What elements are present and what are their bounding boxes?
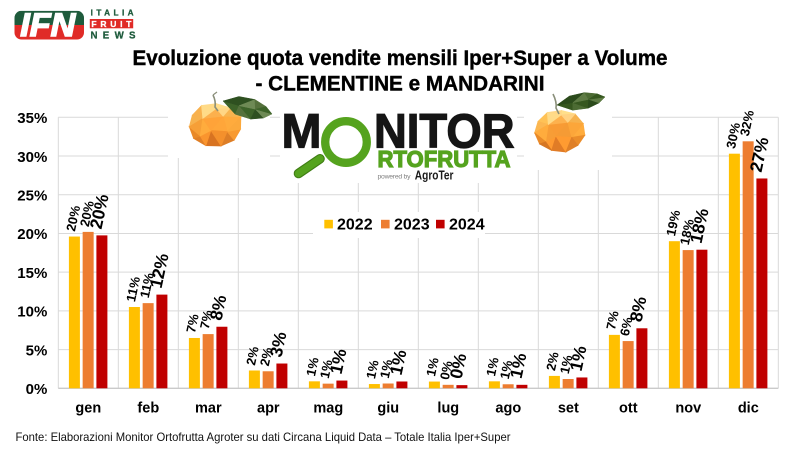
svg-text:feb: feb — [137, 401, 159, 417]
svg-text:1%: 1% — [423, 356, 442, 378]
svg-text:M: M — [282, 105, 322, 159]
svg-text:apr: apr — [257, 401, 280, 417]
svg-text:2023: 2023 — [394, 217, 430, 234]
svg-text:7%: 7% — [183, 312, 202, 334]
svg-text:ott: ott — [619, 401, 638, 417]
svg-text:6%: 6% — [617, 315, 636, 337]
svg-text:18%: 18% — [677, 217, 697, 246]
svg-text:IFN: IFN — [20, 7, 77, 43]
svg-text:lug: lug — [437, 401, 459, 417]
svg-text:11%: 11% — [137, 271, 157, 299]
svg-text:35%: 35% — [17, 110, 47, 127]
svg-text:7%: 7% — [197, 308, 216, 330]
svg-text:20%: 20% — [77, 199, 97, 228]
svg-text:Fonte: Elaborazioni Monitor Or: Fonte: Elaborazioni Monitor Ortofrutta A… — [16, 430, 511, 444]
svg-text:set: set — [558, 401, 579, 417]
svg-text:15%: 15% — [17, 265, 47, 282]
svg-text:20%: 20% — [63, 204, 83, 233]
svg-text:20%: 20% — [17, 226, 47, 243]
svg-text:nov: nov — [675, 401, 701, 417]
svg-text:5%: 5% — [26, 342, 48, 359]
svg-text:1%: 1% — [377, 358, 396, 380]
svg-text:mag: mag — [313, 401, 343, 417]
svg-text:mar: mar — [195, 401, 222, 417]
svg-text:0%: 0% — [437, 359, 456, 381]
svg-text:2024: 2024 — [449, 217, 485, 234]
svg-text:2%: 2% — [243, 345, 262, 367]
svg-text:25%: 25% — [17, 188, 47, 205]
svg-text:2%: 2% — [257, 345, 276, 367]
svg-text:30%: 30% — [17, 149, 47, 166]
svg-text:Evoluzione quota vendite mensi: Evoluzione quota vendite mensili Iper+Su… — [133, 47, 668, 70]
svg-text:11%: 11% — [123, 275, 143, 303]
svg-text:NITOR: NITOR — [374, 105, 515, 159]
svg-text:1%: 1% — [557, 353, 576, 375]
svg-text:10%: 10% — [17, 304, 47, 321]
svg-text:0%: 0% — [26, 381, 48, 398]
svg-text:ago: ago — [495, 401, 521, 417]
svg-text:giu: giu — [377, 401, 399, 417]
svg-text:gen: gen — [75, 401, 101, 417]
svg-text:2022: 2022 — [337, 217, 373, 234]
svg-text:FRUIT: FRUIT — [91, 19, 132, 29]
svg-text:RTOFRUTTA: RTOFRUTTA — [378, 146, 511, 172]
svg-text:30%: 30% — [723, 121, 743, 150]
svg-text:32%: 32% — [737, 108, 757, 137]
svg-text:1%: 1% — [363, 358, 382, 380]
svg-text:dic: dic — [738, 401, 759, 417]
svg-text:1%: 1% — [317, 358, 336, 380]
svg-text:7%: 7% — [603, 309, 622, 331]
svg-text:AgroTer: AgroTer — [415, 168, 454, 183]
svg-text:19%: 19% — [663, 208, 683, 237]
svg-text:1%: 1% — [483, 356, 502, 378]
svg-text:1%: 1% — [497, 358, 516, 380]
svg-text:1%: 1% — [303, 356, 322, 378]
svg-text:- CLEMENTINE e MANDARINI: - CLEMENTINE e MANDARINI — [256, 73, 545, 96]
svg-text:powered by: powered by — [378, 174, 412, 181]
svg-text:2%: 2% — [543, 350, 562, 372]
